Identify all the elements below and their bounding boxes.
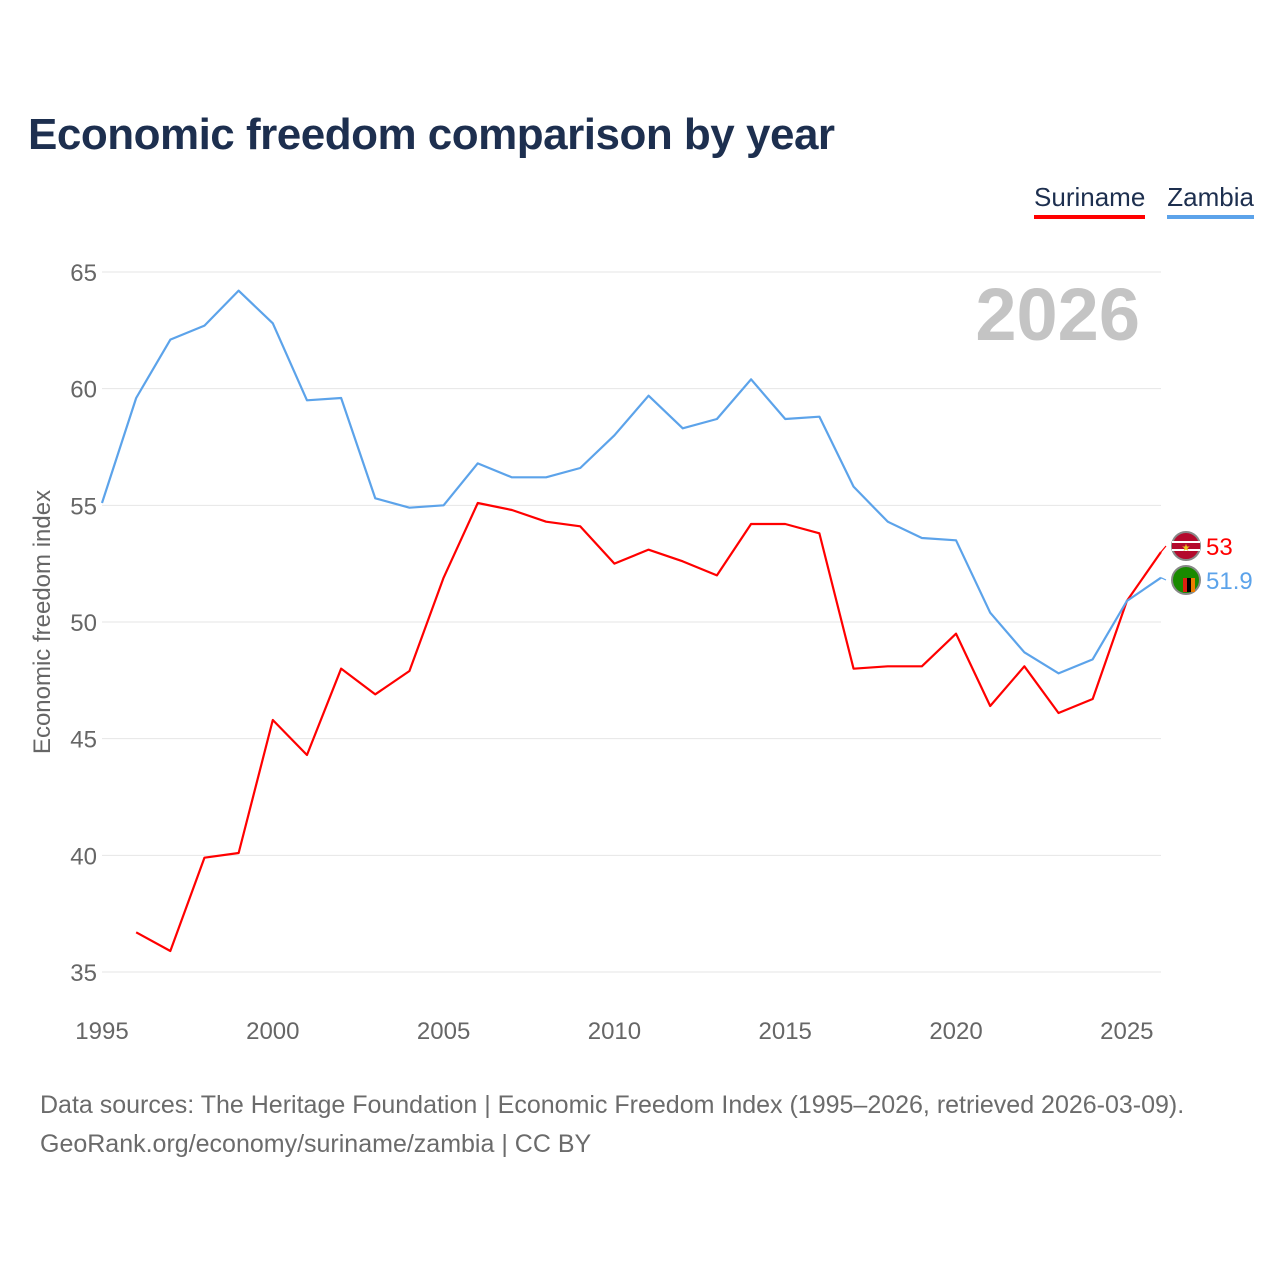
y-tick-label: 50: [70, 610, 97, 637]
footer: Data sources: The Heritage Foundation | …: [40, 1086, 1184, 1164]
x-tick-label: 2015: [759, 1018, 812, 1045]
x-tick-label: 2010: [588, 1018, 641, 1045]
flag-stripe: [1187, 578, 1191, 592]
x-tick-label: 2025: [1100, 1018, 1153, 1045]
label-connector: [1160, 545, 1167, 553]
y-tick-label: 40: [70, 843, 97, 870]
end-value-label-suriname: 53: [1206, 534, 1233, 561]
chart-title: Economic freedom comparison by year: [28, 110, 835, 159]
year-annotation: 2026: [975, 273, 1140, 356]
flag-stripe: [1183, 578, 1187, 592]
series-line-suriname: [135, 501, 1162, 953]
legend-item-zambia[interactable]: Zambia: [1167, 182, 1254, 219]
x-tick-label: 1995: [75, 1018, 128, 1045]
x-tick-label: 2005: [417, 1018, 470, 1045]
source-text: Data sources: The Heritage Foundation | …: [40, 1091, 1185, 1119]
flag-star: ★: [1182, 543, 1191, 554]
y-axis-label: Economic freedom index: [29, 490, 56, 754]
label-connector: [1160, 577, 1167, 581]
flag-stripe: [1172, 543, 1200, 549]
series-line-zambia: [100, 289, 1162, 675]
y-tick-label: 60: [70, 377, 97, 404]
legend-item-suriname[interactable]: Suriname: [1034, 182, 1146, 219]
y-tick-label: 65: [70, 260, 97, 287]
x-tick-label: 2000: [246, 1018, 299, 1045]
attribution-text: GeoRank.org/economy/suriname/zambia | CC…: [40, 1130, 592, 1158]
end-value-label-zambia: 51.9: [1206, 568, 1253, 595]
y-tick-label: 45: [70, 727, 97, 754]
flag-stripe: [1191, 578, 1195, 592]
x-tick-label: 2020: [929, 1018, 982, 1045]
legend: Suriname Zambia: [1034, 182, 1254, 219]
y-tick-label: 35: [70, 960, 97, 987]
y-tick-label: 55: [70, 493, 97, 520]
